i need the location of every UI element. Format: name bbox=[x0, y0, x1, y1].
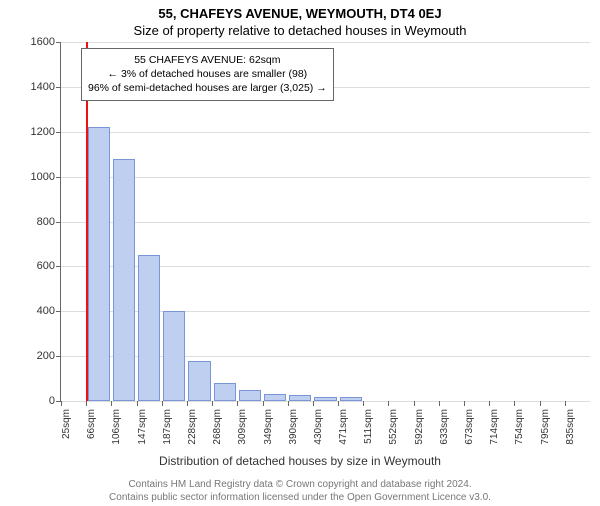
xtick-mark bbox=[439, 401, 440, 406]
xtick-mark bbox=[514, 401, 515, 406]
ytick-label: 800 bbox=[37, 216, 55, 228]
annotation-line-2: ← 3% of detached houses are smaller (98) bbox=[88, 67, 327, 81]
xtick-label: 471sqm bbox=[338, 409, 349, 445]
xtick-mark bbox=[388, 401, 389, 406]
xtick-mark bbox=[464, 401, 465, 406]
bar-slot: 511sqm bbox=[363, 42, 388, 401]
xtick-label: 430sqm bbox=[313, 409, 324, 445]
ytick-label: 1200 bbox=[31, 126, 55, 138]
bar bbox=[113, 159, 135, 401]
xtick-mark bbox=[540, 401, 541, 406]
histogram-chart: Number of detached properties 0200400600… bbox=[60, 42, 590, 402]
xtick-label: 552sqm bbox=[388, 409, 399, 445]
xtick-label: 511sqm bbox=[363, 409, 374, 444]
bar-slot: 795sqm bbox=[540, 42, 565, 401]
xtick-mark bbox=[489, 401, 490, 406]
annotation-line-3: 96% of semi-detached houses are larger (… bbox=[88, 81, 327, 95]
bar-slot: 633sqm bbox=[439, 42, 464, 401]
xtick-mark bbox=[565, 401, 566, 406]
footer-attribution: Contains HM Land Registry data © Crown c… bbox=[0, 478, 600, 504]
ytick-label: 1400 bbox=[31, 81, 55, 93]
ytick-label: 600 bbox=[37, 260, 55, 272]
ytick-label: 1000 bbox=[31, 171, 55, 183]
page-subtitle: Size of property relative to detached ho… bbox=[0, 23, 600, 38]
xtick-label: 228sqm bbox=[187, 409, 198, 445]
bar bbox=[340, 397, 362, 401]
xtick-mark bbox=[313, 401, 314, 406]
xtick-label: 633sqm bbox=[439, 409, 450, 445]
bar bbox=[264, 394, 286, 401]
xtick-mark bbox=[363, 401, 364, 406]
bar-slot: 471sqm bbox=[338, 42, 363, 401]
x-axis-label: Distribution of detached houses by size … bbox=[0, 454, 600, 468]
xtick-label: 795sqm bbox=[540, 409, 551, 445]
bar bbox=[314, 397, 336, 401]
bar bbox=[289, 395, 311, 401]
xtick-label: 187sqm bbox=[162, 409, 173, 445]
bar-slot: 754sqm bbox=[514, 42, 539, 401]
xtick-mark bbox=[111, 401, 112, 406]
xtick-mark bbox=[338, 401, 339, 406]
xtick-mark bbox=[187, 401, 188, 406]
bar-slot: 835sqm bbox=[565, 42, 590, 401]
xtick-label: 309sqm bbox=[237, 409, 248, 445]
bar bbox=[239, 390, 261, 401]
gridline bbox=[61, 401, 590, 402]
xtick-label: 835sqm bbox=[565, 409, 576, 445]
bar-slot: 673sqm bbox=[464, 42, 489, 401]
xtick-label: 66sqm bbox=[86, 409, 97, 439]
ytick-label: 200 bbox=[37, 350, 55, 362]
page-title-address: 55, CHAFEYS AVENUE, WEYMOUTH, DT4 0EJ bbox=[0, 6, 600, 21]
xtick-label: 106sqm bbox=[111, 409, 122, 445]
bar-slot: 592sqm bbox=[414, 42, 439, 401]
ytick-label: 1600 bbox=[31, 36, 55, 48]
xtick-label: 349sqm bbox=[263, 409, 274, 445]
footer-line-1: Contains HM Land Registry data © Crown c… bbox=[0, 478, 600, 491]
plot-area: Number of detached properties 0200400600… bbox=[60, 42, 590, 402]
bar bbox=[188, 361, 210, 401]
xtick-label: 25sqm bbox=[61, 409, 72, 439]
xtick-mark bbox=[162, 401, 163, 406]
xtick-label: 592sqm bbox=[414, 409, 425, 445]
ytick-label: 0 bbox=[49, 395, 55, 407]
footer-line-2: Contains public sector information licen… bbox=[0, 491, 600, 504]
xtick-label: 147sqm bbox=[137, 409, 148, 445]
xtick-mark bbox=[414, 401, 415, 406]
xtick-mark bbox=[212, 401, 213, 406]
xtick-label: 714sqm bbox=[489, 409, 500, 445]
annotation-line-1: 55 CHAFEYS AVENUE: 62sqm bbox=[88, 53, 327, 67]
xtick-mark bbox=[86, 401, 87, 406]
bar bbox=[214, 383, 236, 401]
bar bbox=[88, 127, 110, 401]
annotation-box: 55 CHAFEYS AVENUE: 62sqm ← 3% of detache… bbox=[81, 48, 334, 101]
bar-slot: 714sqm bbox=[489, 42, 514, 401]
xtick-mark bbox=[288, 401, 289, 406]
bar-slot: 552sqm bbox=[388, 42, 413, 401]
xtick-mark bbox=[263, 401, 264, 406]
ytick-label: 400 bbox=[37, 305, 55, 317]
bar bbox=[138, 255, 160, 401]
xtick-label: 754sqm bbox=[514, 409, 525, 445]
xtick-mark bbox=[237, 401, 238, 406]
xtick-label: 390sqm bbox=[288, 409, 299, 445]
xtick-label: 673sqm bbox=[464, 409, 475, 445]
xtick-mark bbox=[137, 401, 138, 406]
xtick-mark bbox=[61, 401, 62, 406]
bar bbox=[163, 311, 185, 401]
xtick-label: 268sqm bbox=[212, 409, 223, 445]
